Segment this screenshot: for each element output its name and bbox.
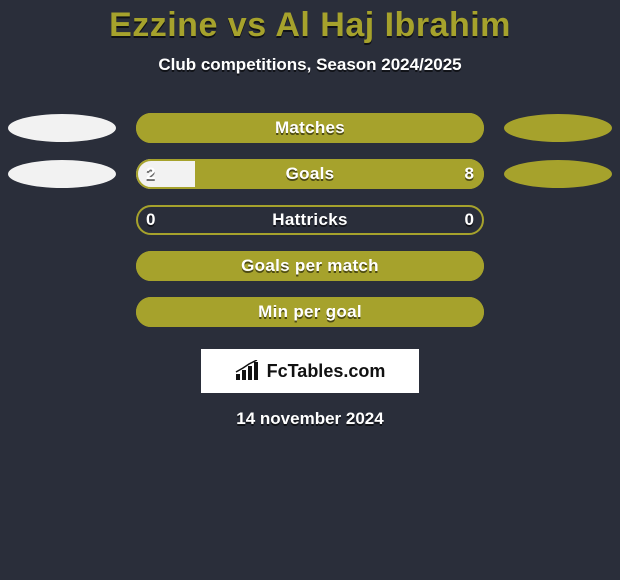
ellipse-spacer (8, 206, 116, 234)
bar-label: Hattricks (136, 205, 484, 235)
player2-ellipse (504, 114, 612, 142)
comparison-container: Matches 28Goals 00Hattricks Goals per match… (0, 105, 620, 335)
ellipse-spacer (504, 206, 612, 234)
ellipse-spacer (504, 298, 612, 326)
bar-label: Min per goal (136, 297, 484, 327)
footer-date: 14 november 2024 (0, 409, 620, 429)
bar-label: Goals (136, 159, 484, 189)
comparison-row: Min per goal (8, 289, 612, 335)
logo-text: FcTables.com (267, 361, 386, 382)
page-subtitle: Club competitions, Season 2024/2025 (0, 55, 620, 75)
page-title: Ezzine vs Al Haj Ibrahim (0, 6, 620, 45)
comparison-bar: 00Hattricks (136, 205, 484, 235)
comparison-row: Matches (8, 105, 612, 151)
player2-ellipse (504, 160, 612, 188)
footer: FcTables.com 14 november 2024 (0, 349, 620, 429)
ellipse-spacer (8, 252, 116, 280)
player1-ellipse (8, 114, 116, 142)
header: Ezzine vs Al Haj Ibrahim Club competitio… (0, 0, 620, 75)
chart-icon (235, 360, 261, 382)
comparison-bar: 28Goals (136, 159, 484, 189)
bar-label: Matches (136, 113, 484, 143)
ellipse-spacer (8, 298, 116, 326)
bar-label: Goals per match (136, 251, 484, 281)
comparison-bar: Goals per match (136, 251, 484, 281)
comparison-row: 00Hattricks (8, 197, 612, 243)
comparison-row: 28Goals (8, 151, 612, 197)
player1-ellipse (8, 160, 116, 188)
comparison-bar: Matches (136, 113, 484, 143)
logo-box: FcTables.com (201, 349, 419, 393)
comparison-bar: Min per goal (136, 297, 484, 327)
ellipse-spacer (504, 252, 612, 280)
comparison-row: Goals per match (8, 243, 612, 289)
